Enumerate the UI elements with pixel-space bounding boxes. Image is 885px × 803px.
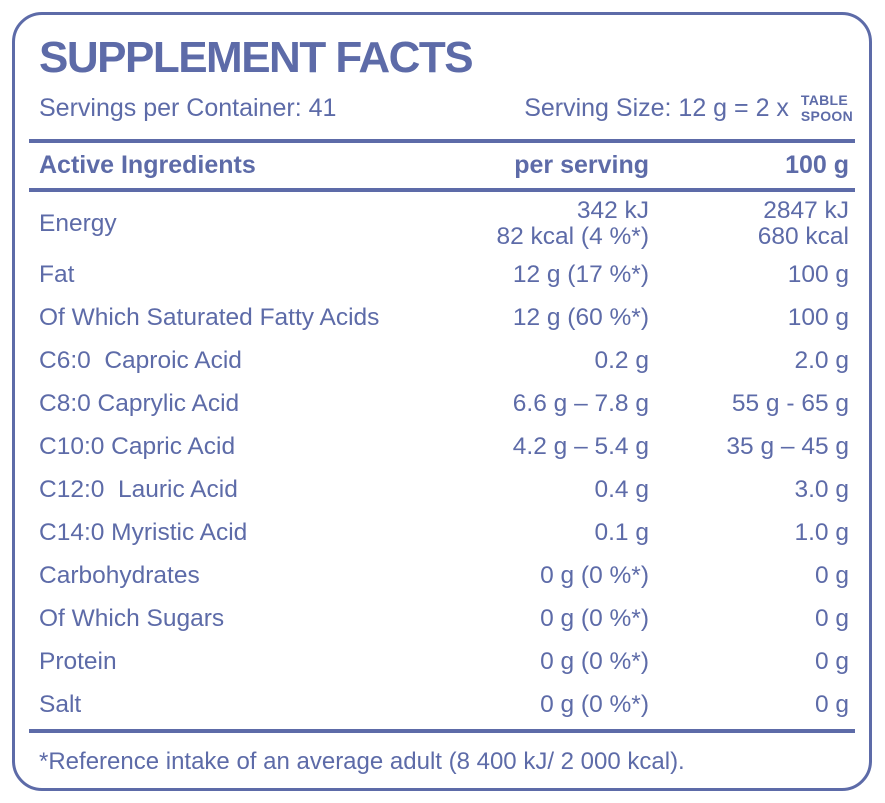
per-100g-value: 3.0 g	[794, 476, 850, 503]
divider-header	[29, 187, 855, 192]
per-100g-value: 0 g	[814, 648, 849, 675]
serving-size-group: Serving Size: 12 g = 2 x TABLE SPOON	[524, 92, 853, 124]
per-serving-value: 0.1 g	[594, 519, 650, 546]
per-100g-value: 0 g	[814, 605, 849, 632]
divider-bottom	[29, 728, 855, 733]
per-100g-value: 55 g - 65 g	[731, 390, 849, 417]
per-100g-value: 100 g	[787, 261, 849, 288]
per-serving-value: 4.2 g – 5.4 g	[512, 433, 649, 460]
ingredient-row: C10:0 Capric Acid 4.2 g – 5.4 g 35 g – 4…	[29, 426, 855, 469]
per-serving-value: 342 kJ 82 kcal (4 %*)	[496, 196, 649, 251]
ingredient-row: Of Which Sugars 0 g (0 %*) 0 g	[29, 598, 855, 641]
ingredient-label: Energy	[39, 210, 117, 238]
label-panel: SUPPLEMENT FACTS Servings per Container:…	[12, 12, 872, 791]
ingredient-row: C8:0 Caprylic Acid 6.6 g – 7.8 g 55 g - …	[29, 383, 855, 426]
serving-info-row: Servings per Container: 41 Serving Size:…	[39, 92, 853, 124]
per-100g-value: 2.0 g	[794, 347, 850, 374]
ingredient-row: Of Which Saturated Fatty Acids 12 g (60 …	[29, 297, 855, 340]
ingredient-row: Salt 0 g (0 %*) 0 g	[29, 684, 855, 727]
per-serving-value: 12 g (60 %*)	[512, 304, 649, 331]
ingredient-label: C10:0 Capric Acid	[39, 433, 236, 461]
header-active-ingredients: Active Ingredients	[39, 150, 256, 179]
ingredient-row: Fat 12 g (17 %*) 100 g	[29, 254, 855, 297]
per-serving-value: 0 g (0 %*)	[540, 691, 649, 718]
table-header-row: Active Ingredients per serving 100 g	[29, 143, 855, 188]
panel-title: SUPPLEMENT FACTS	[39, 33, 474, 82]
ingredient-row: Energy 342 kJ 82 kcal (4 %*) 2847 kJ 680 k…	[29, 195, 855, 254]
serving-unit-line1: TABLE	[800, 92, 849, 109]
ingredient-label: C12:0 Lauric Acid	[39, 476, 238, 504]
per-serving-value: 0.2 g	[594, 347, 650, 374]
ingredient-label: Of Which Sugars	[39, 605, 225, 633]
serving-size-unit: TABLE SPOON	[800, 92, 853, 124]
per-serving-value: 6.6 g – 7.8 g	[512, 390, 649, 417]
ingredient-label: Salt	[39, 691, 82, 719]
serving-unit-line2: SPOON	[800, 107, 853, 124]
ingredient-row: Carbohydrates 0 g (0 %*) 0 g	[29, 555, 855, 598]
per-100g-value: 0 g	[814, 562, 849, 589]
header-per-serving: per serving	[514, 150, 649, 179]
header-per-100g: 100 g	[785, 150, 849, 179]
ingredient-label: Carbohydrates	[39, 562, 200, 590]
serving-size: Serving Size: 12 g = 2 x	[524, 93, 789, 122]
per-serving-value: 12 g (17 %*)	[512, 261, 649, 288]
per-100g-value: 2847 kJ 680 kcal	[757, 196, 849, 251]
ingredient-row: C14:0 Myristic Acid 0.1 g 1.0 g	[29, 512, 855, 555]
ingredient-label: Of Which Saturated Fatty Acids	[39, 304, 380, 332]
divider-top	[29, 138, 855, 143]
ingredient-row: Protein 0 g (0 %*) 0 g	[29, 641, 855, 684]
per-100g-value: 35 g – 45 g	[726, 433, 849, 460]
ingredient-row: C6:0 Caproic Acid 0.2 g 2.0 g	[29, 340, 855, 383]
per-serving-value: 0.4 g	[594, 476, 650, 503]
ingredient-row: C12:0 Lauric Acid 0.4 g 3.0 g	[29, 469, 855, 512]
ingredient-label: C14:0 Myristic Acid	[39, 519, 248, 547]
servings-per-container: Servings per Container: 41	[39, 93, 337, 122]
ingredient-label: C6:0 Caproic Acid	[39, 347, 242, 375]
per-100g-value: 0 g	[814, 691, 849, 718]
ingredient-label: Fat	[39, 261, 75, 289]
ingredient-label: C8:0 Caprylic Acid	[39, 390, 240, 418]
per-serving-value: 0 g (0 %*)	[540, 605, 649, 632]
per-serving-value: 0 g (0 %*)	[540, 562, 649, 589]
ingredient-rows: Energy 342 kJ 82 kcal (4 %*) 2847 kJ 680 k…	[29, 195, 855, 727]
per-100g-value: 100 g	[787, 304, 849, 331]
per-100g-value: 1.0 g	[794, 519, 850, 546]
reference-intake-footnote: *Reference intake of an average adult (8…	[39, 747, 685, 775]
ingredient-label: Protein	[39, 648, 117, 676]
per-serving-value: 0 g (0 %*)	[540, 648, 649, 675]
